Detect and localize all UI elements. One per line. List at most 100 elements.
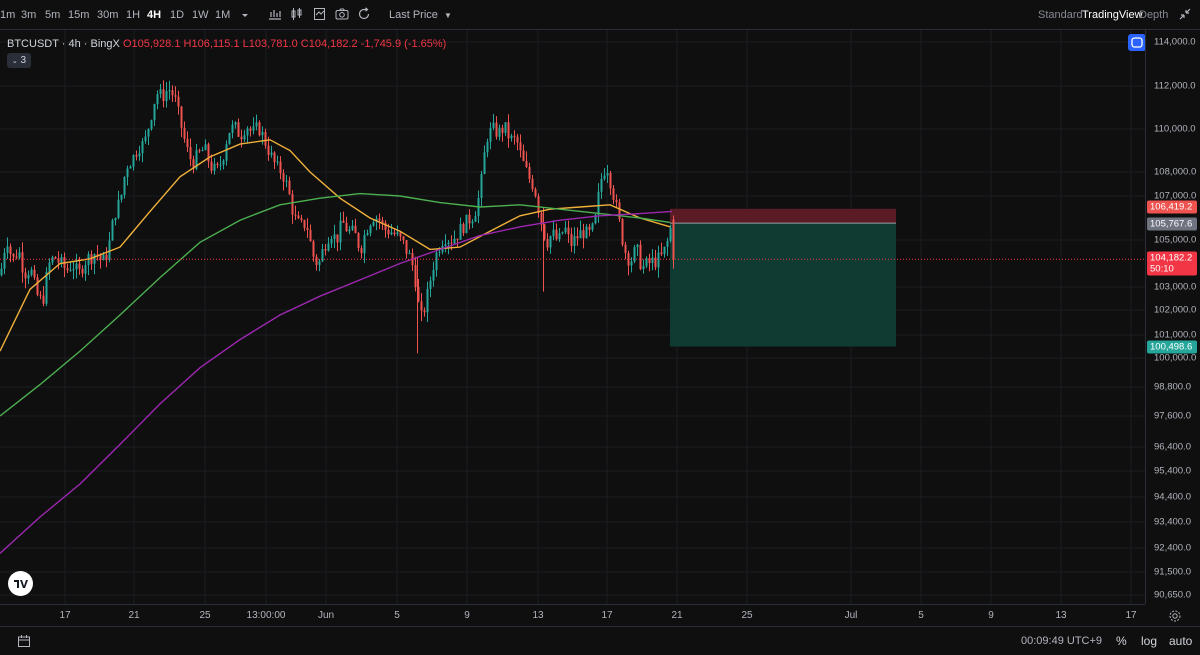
candle-body xyxy=(111,220,114,241)
time-tick: 21 xyxy=(671,610,683,621)
candle-body xyxy=(639,244,642,270)
candle-body xyxy=(426,288,429,313)
candle-body xyxy=(534,189,537,197)
candle-body xyxy=(234,122,237,125)
camera-icon[interactable] xyxy=(335,7,349,21)
candle-body xyxy=(81,268,84,274)
candle-body xyxy=(552,229,555,237)
candle-body xyxy=(612,188,615,201)
candle-body xyxy=(369,225,372,234)
price-tick: 96,400.0 xyxy=(1154,441,1191,453)
timeframe-30m[interactable]: 30m xyxy=(97,9,119,21)
candle-body xyxy=(258,122,261,136)
candle-body xyxy=(69,270,72,272)
price-tick: 90,650.0 xyxy=(1154,589,1191,601)
candle-body xyxy=(171,90,174,96)
candle-body xyxy=(519,142,522,151)
candle-body xyxy=(36,277,39,295)
timeframe-1m[interactable]: 1M xyxy=(215,9,231,21)
candle-body xyxy=(99,254,102,261)
candle-body xyxy=(222,160,225,165)
candle-body xyxy=(396,232,399,235)
candle-body xyxy=(18,252,21,258)
candle-body xyxy=(615,200,618,203)
candle-body xyxy=(30,269,33,275)
candle-body xyxy=(624,244,627,254)
log-toggle[interactable]: log xyxy=(1141,634,1158,648)
chevron-down-icon: ⌄ xyxy=(11,58,18,65)
calendar-icon[interactable] xyxy=(17,634,31,648)
candle-body xyxy=(24,272,27,279)
candle-body xyxy=(594,214,597,224)
candle-body xyxy=(321,249,324,262)
candle-body xyxy=(48,262,51,273)
timeframe-1w[interactable]: 1W xyxy=(192,9,209,21)
price-tick: 91,500.0 xyxy=(1154,566,1191,578)
chevron-down-icon[interactable] xyxy=(238,8,252,22)
candle-body xyxy=(627,253,630,266)
candle-body xyxy=(525,160,528,167)
collapse-icon[interactable] xyxy=(1178,7,1192,21)
undo-icon[interactable] xyxy=(357,7,371,21)
candle-body xyxy=(252,126,255,131)
time-tick: 25 xyxy=(199,610,211,621)
tradingview-logo[interactable] xyxy=(8,571,33,596)
candle-body xyxy=(444,244,447,246)
chevron-down-icon: ▼ xyxy=(443,11,452,20)
chart-pane[interactable] xyxy=(0,30,1145,604)
candle-body xyxy=(129,166,132,169)
candle-body xyxy=(138,153,141,157)
view-tradingview[interactable]: TradingView xyxy=(1082,9,1143,21)
candle-body xyxy=(363,235,366,254)
candle-body xyxy=(420,301,423,311)
view-depth[interactable]: Depth xyxy=(1139,9,1169,21)
candle-body xyxy=(450,242,453,244)
candle-style-icon[interactable] xyxy=(290,7,304,21)
candle-body xyxy=(336,234,339,243)
candle-body xyxy=(633,247,636,262)
timeframe-4h[interactable]: 4H xyxy=(147,9,162,21)
candle-body xyxy=(588,226,591,230)
candle-body xyxy=(3,252,6,269)
utc-clock[interactable]: 00:09:49 UTC+9 xyxy=(1021,635,1103,647)
indicators-toggle[interactable]: ⌄ 3 xyxy=(7,53,31,68)
view-standard[interactable]: Standard xyxy=(1038,9,1083,21)
price-tick: 102,000.0 xyxy=(1154,304,1197,316)
candle-body xyxy=(327,243,330,251)
price-plot[interactable] xyxy=(0,30,1145,604)
candle-body xyxy=(114,217,117,221)
timeframe-1h[interactable]: 1H xyxy=(126,9,141,21)
candle-body xyxy=(597,191,600,215)
candle-body xyxy=(339,220,342,243)
timeframe-1m[interactable]: 1m xyxy=(0,9,16,21)
price-tick: 108,000.0 xyxy=(1154,166,1197,178)
indicators-count: 3 xyxy=(20,55,27,66)
candle-body xyxy=(120,194,123,200)
sync-icon[interactable] xyxy=(1128,34,1146,51)
price-axis[interactable]: 114,000.0 112,000.0 110,000.0 108,000.0 107,… xyxy=(1145,30,1200,604)
price-source-dropdown[interactable]: Last Price ▼ xyxy=(389,9,452,21)
candle-body xyxy=(294,214,297,216)
time-axis[interactable]: 17 21 25 13:00:00 Jun 5 9 13 17 21 25 Jul 5 9 13 17 xyxy=(0,604,1145,626)
candle-body xyxy=(531,178,534,190)
candle-body xyxy=(15,256,18,258)
candle-body xyxy=(189,147,192,160)
candle-body xyxy=(495,122,498,137)
indicators-icon[interactable] xyxy=(313,7,327,21)
timeframe-15m[interactable]: 15m xyxy=(68,9,90,21)
candle-body xyxy=(660,252,663,254)
candle-body xyxy=(84,265,87,274)
candle-body xyxy=(117,199,120,218)
percent-toggle[interactable]: % xyxy=(1116,634,1127,648)
timeframe-1d[interactable]: 1D xyxy=(170,9,185,21)
candle-body xyxy=(288,180,291,195)
bar-style-icon[interactable] xyxy=(268,7,282,21)
auto-toggle[interactable]: auto xyxy=(1169,634,1193,648)
timeframe-5m[interactable]: 5m xyxy=(45,9,61,21)
price-tick: 112,000.0 xyxy=(1154,80,1196,92)
timeframe-3m[interactable]: 3m xyxy=(21,9,37,21)
candle-body xyxy=(132,155,135,167)
gear-icon[interactable] xyxy=(1168,609,1182,623)
candle-body xyxy=(507,122,510,139)
candle-body xyxy=(630,261,633,266)
